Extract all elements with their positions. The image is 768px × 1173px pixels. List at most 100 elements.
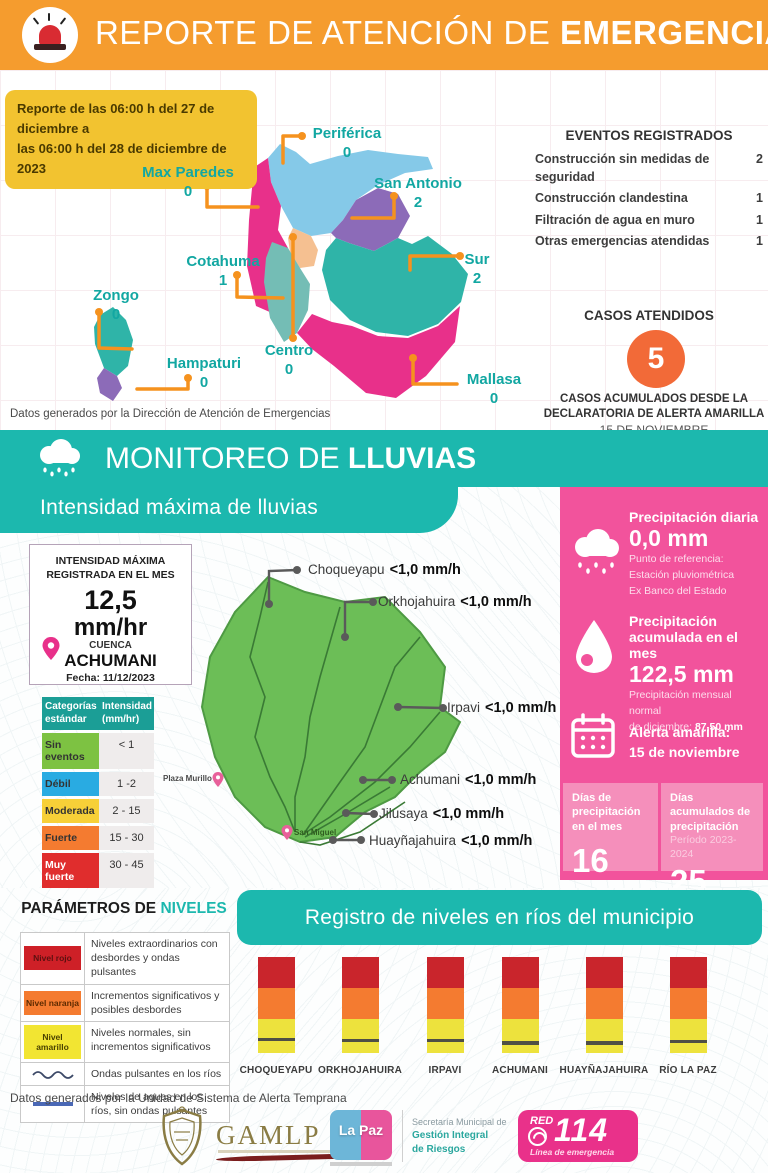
district-shape-hampaturi xyxy=(97,368,122,401)
map-source-note: Datos generados por la Dirección de Aten… xyxy=(10,408,331,420)
river-leader-lines xyxy=(267,568,445,842)
river-basin-map xyxy=(200,566,462,846)
river-label-choqueyapu: Choqueyapu <1,0 mm/h xyxy=(308,562,461,578)
water-level-line xyxy=(427,1038,464,1043)
report-period-box: Reporte de las 06:00 h del 27 de diciemb… xyxy=(5,90,257,189)
yellow-alert-title: Alerta amarilla: xyxy=(629,724,731,740)
precipitation-panel: Precipitación diaria 0,0 mm Punto de ref… xyxy=(560,487,768,900)
accumulated-precip-title: Precipitación acumulada en el mes xyxy=(629,613,738,661)
bar-label: ORKHOJAHUIRA xyxy=(317,1065,403,1076)
gamlp-logo-text: GAMLP xyxy=(216,1120,321,1150)
district-label-san-antonio: San Antonio 2 xyxy=(374,175,462,212)
days-precip-month-value: 16 xyxy=(572,841,609,879)
max-intensity-unit: mm/hr xyxy=(73,614,148,642)
footer-divider xyxy=(402,1110,403,1162)
legend-row: Nivel rojo Niveles extraordinarios con d… xyxy=(21,933,229,985)
category-row: Muy fuerte 30 - 45 xyxy=(42,853,154,889)
days-precip-accumulated-box: Días acumulados de precipitación Período … xyxy=(661,783,763,900)
yellow-alert-date: 15 de noviembre xyxy=(629,744,740,760)
cases-title: CASOS ATENDIDOS xyxy=(584,308,714,323)
lapaz-logo-subtext xyxy=(330,1162,392,1166)
river-level-bar-irpavi xyxy=(427,957,464,1053)
rain-cloud-icon xyxy=(575,529,619,574)
secretaria-logo-text: Secretaría Municipal de Gestión Integral… xyxy=(412,1117,507,1155)
district-shape-sur xyxy=(322,236,468,336)
levels-source-note: Datos generados por la Unidad de Sistema… xyxy=(10,1091,347,1105)
page-title: REPORTE DE ATENCIÓN DE EMERGENCIAS xyxy=(95,14,768,51)
water-level-line xyxy=(502,1041,539,1045)
days-precip-month-box: Días de precipitación en el mes 16 xyxy=(563,783,658,879)
gamlp-crest-logo xyxy=(162,1106,202,1166)
river-levels-banner: Registro de niveles en ríos del municipi… xyxy=(237,890,762,945)
category-row: Fuerte 15 - 30 xyxy=(42,826,154,850)
river-level-bar-orkhojahuira xyxy=(342,957,379,1053)
rain-section-header: MONITOREO DE LLUVIAS xyxy=(0,430,768,487)
river-label-achumani: Achumani <1,0 mm/h xyxy=(400,772,537,788)
district-map xyxy=(94,132,468,401)
river-level-bar-choqueyapu xyxy=(258,957,295,1053)
river-level-bar-huaynajahuira xyxy=(586,957,623,1053)
river-level-bar-rio-la-paz xyxy=(670,957,707,1053)
event-row: Construcción clandestina 1 xyxy=(535,191,763,205)
phone-icon xyxy=(528,1127,547,1146)
red114-badge: RED 114 Línea de emergencia xyxy=(518,1110,638,1162)
district-label-periferica: Periférica 0 xyxy=(312,125,382,162)
river-lines xyxy=(249,581,441,846)
river-label-irpavi: Irpavi <1,0 mm/h xyxy=(447,700,557,716)
pin-label-san-miguel: San Miguel xyxy=(294,828,337,837)
basin-shape xyxy=(200,575,462,844)
categories-header: Categorías estándar xyxy=(45,701,97,725)
accumulated-precip-value: 122,5 mm xyxy=(629,661,734,687)
river-levels-section: PARÁMETROS DE NIVELES Nivel rojo Niveles… xyxy=(0,888,768,1173)
events-title: EVENTOS REGISTRADOS xyxy=(565,128,733,143)
water-level-line xyxy=(258,1037,295,1042)
max-intensity-value: 12,5 xyxy=(84,585,137,616)
gamlp-logo-subtext xyxy=(218,1150,368,1153)
district-label-hampaturi: Hampaturi 0 xyxy=(166,355,242,392)
daily-precip-value: 0,0 mm xyxy=(629,525,709,551)
rain-monitoring-section: Intensidad máxima de lluvias INTENSIDAD … xyxy=(0,487,768,916)
rain-section-title: MONITOREO DE LLUVIAS xyxy=(105,442,477,475)
levels-legend: Nivel rojo Niveles extraordinarios con d… xyxy=(20,932,230,1124)
water-level-line xyxy=(586,1041,623,1045)
emergency-map-section: Reporte de las 06:00 h del 27 de diciemb… xyxy=(0,70,768,473)
district-label-max-paredes: Max Paredes 0 xyxy=(142,164,234,201)
bar-label: IRPAVI xyxy=(428,1065,462,1076)
intensity-subsection-header: Intensidad máxima de lluvias xyxy=(0,487,458,533)
lapaz-logo: La Paz xyxy=(330,1110,392,1160)
levels-parameters-title: PARÁMETROS DE NIVELES xyxy=(21,900,227,917)
bar-label: HUAYÑAJAHUIRA xyxy=(559,1065,649,1076)
river-leader-dots xyxy=(265,566,447,844)
legend-row: Nivel naranja Incrementos significativos… xyxy=(21,984,229,1022)
siren-icon xyxy=(22,7,78,63)
river-level-bar-achumani xyxy=(502,957,539,1053)
district-shape-periferica xyxy=(268,144,433,236)
max-intensity-date: Fecha: 11/12/2023 xyxy=(66,672,155,685)
event-row: Filtración de agua en muro 1 xyxy=(535,212,763,227)
period-label: Período 2023-2024 xyxy=(670,833,737,860)
cuenca-name: ACHUMANI xyxy=(64,651,157,671)
district-label-sur: Sur 2 xyxy=(464,251,490,288)
normal-precip-note: Precipitación mensual normal de diciembre… xyxy=(629,689,743,733)
district-label-zongo: Zongo 0 xyxy=(93,287,139,324)
category-row: Moderada 2 - 15 xyxy=(42,799,154,823)
river-label-jilusaya: Jilusaya <1,0 mm/h xyxy=(379,806,505,822)
district-label-cotahuma: Cotahuma 1 xyxy=(186,253,260,290)
pulsating-wave-icon xyxy=(31,1071,74,1079)
category-row: Débil 1 -2 xyxy=(42,772,154,796)
pin-label-plaza-murillo: Plaza Murillo xyxy=(163,774,212,783)
district-label-mallasa: Mallasa 0 xyxy=(466,371,522,408)
leader-lines xyxy=(97,134,462,391)
flat-level-line-icon xyxy=(32,1102,73,1107)
bar-label: RÍO LA PAZ xyxy=(659,1065,717,1076)
intensity-subtitle: Intensidad máxima de lluvias xyxy=(40,496,319,519)
river-label-orkhojahuira: Orkhojahuira <1,0 mm/h xyxy=(378,594,532,610)
max-intensity-box: INTENSIDAD MÁXIMA REGISTRADA EN EL MES 12… xyxy=(29,544,192,685)
legend-row: Nivel amarillo Niveles normales, sin inc… xyxy=(21,1021,229,1063)
event-row: Otras emergencias atendidas 1 xyxy=(535,234,763,248)
cuenca-label: CUENCA xyxy=(89,640,132,652)
map-pin-icon xyxy=(42,637,60,660)
calendar-icon xyxy=(571,713,615,758)
intensity-header: Intensidad (mm/hr) xyxy=(102,701,153,725)
